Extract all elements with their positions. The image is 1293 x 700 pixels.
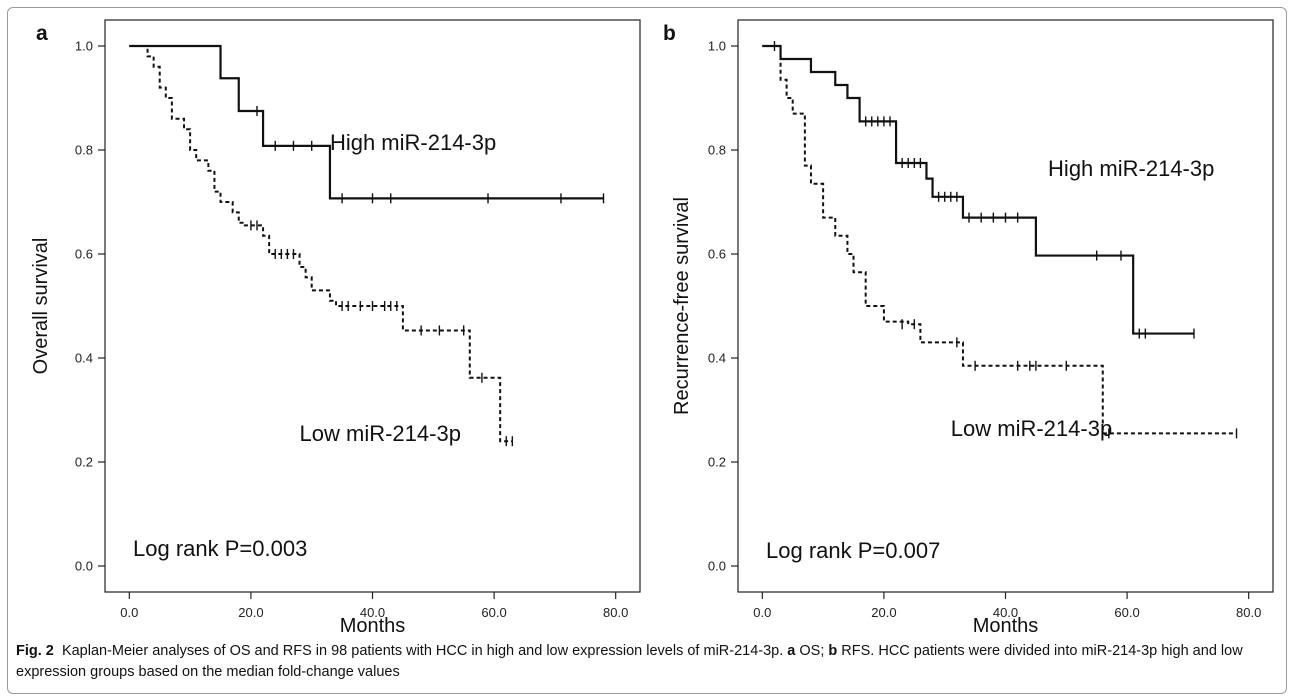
km-curve-high: [762, 44, 1194, 335]
y-tick-label: 0.8: [75, 143, 93, 158]
y-axis-label: Overall survival: [30, 238, 52, 375]
x-axis-label: Months: [340, 615, 406, 637]
caption-part-3: b: [828, 643, 838, 659]
y-tick-label: 0.0: [708, 559, 726, 574]
caption-part-4: RFS. HCC patients were divided into miR-…: [16, 643, 1243, 680]
figure-frame: [7, 7, 1287, 694]
x-tick-label: 80.0: [603, 605, 628, 620]
log-rank-annotation: Log rank P=0.003: [133, 536, 307, 561]
y-tick-label: 1.0: [75, 39, 93, 54]
y-tick-label: 1.0: [708, 39, 726, 54]
panel-b: b 0.0 0.2 0.4 0.6 0.8 1.0 0.0 20.0 40.0 60.0 80.0 Mo…: [663, 19, 1274, 637]
caption-part-2: OS;: [795, 643, 829, 659]
panel-letter: b: [663, 22, 676, 45]
log-rank-annotation: Log rank P=0.007: [766, 538, 940, 563]
y-tick-label: 0.4: [708, 351, 726, 366]
x-tick-label: 0.0: [120, 605, 138, 620]
series-label: Low miR-214-3p: [300, 421, 461, 446]
x-axis-label: Months: [973, 615, 1039, 637]
y-tick-label: 0.6: [708, 247, 726, 262]
y-tick-label: 0.2: [75, 455, 93, 470]
plot-area: [737, 19, 1274, 593]
x-tick-label: 20.0: [238, 605, 263, 620]
y-tick-label: 0.6: [75, 247, 93, 262]
caption-label: Fig. 2: [16, 643, 54, 659]
y-tick-label: 0.2: [708, 455, 726, 470]
figure-caption: Fig. 2 Kaplan-Meier analyses of OS and R…: [16, 641, 1276, 683]
x-tick-label: 40.0: [360, 605, 385, 620]
y-tick-label: 0.0: [75, 559, 93, 574]
caption-part-1: a: [787, 643, 796, 659]
panel-letter: a: [36, 22, 48, 45]
km-curve-high: [129, 44, 604, 200]
series-label: High miR-214-3p: [1048, 156, 1214, 181]
x-tick-label: 20.0: [871, 605, 896, 620]
y-tick-label: 0.8: [708, 143, 726, 158]
panel-a: a 0.0 0.2 0.4 0.6 0.8 1.0 0.0 20.0 40.0 60.0 80.0 Mo…: [30, 19, 641, 637]
km-curve-low: [762, 45, 1237, 435]
series-label: High miR-214-3p: [330, 130, 496, 155]
y-axis-label: Recurrence-free survival: [671, 197, 693, 415]
caption-part-0: Kaplan-Meier analyses of OS and RFS in 9…: [61, 643, 788, 659]
plot-area: [104, 19, 641, 593]
y-tick-label: 0.4: [75, 351, 93, 366]
caption-text: Kaplan-Meier analyses of OS and RFS in 9…: [16, 643, 1243, 680]
x-tick-label: 80.0: [1236, 605, 1261, 620]
x-tick-label: 60.0: [481, 605, 506, 620]
series-label: Low miR-214-3p: [951, 416, 1112, 441]
x-tick-label: 60.0: [1114, 605, 1139, 620]
x-tick-label: 40.0: [993, 605, 1018, 620]
x-tick-label: 0.0: [753, 605, 771, 620]
